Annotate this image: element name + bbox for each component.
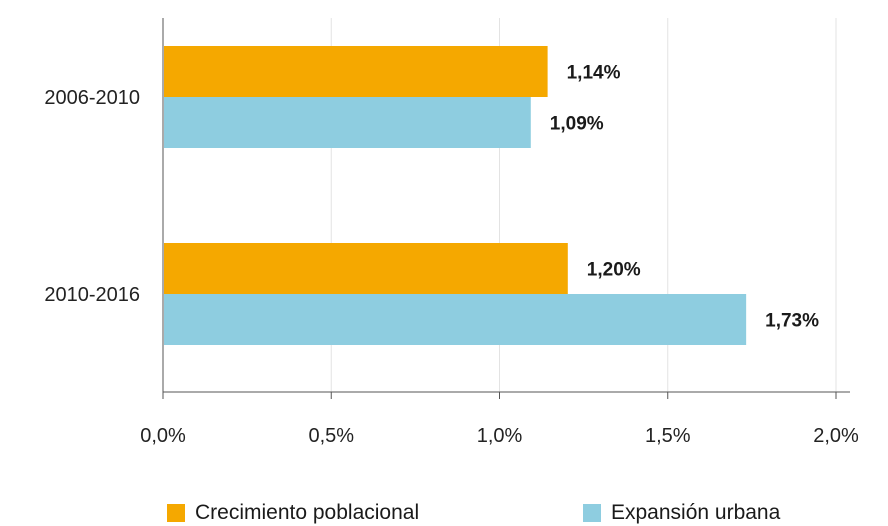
- x-tick-label: 0,0%: [140, 425, 186, 447]
- bar-crecimiento-2010-2016: [164, 243, 568, 294]
- legend-item-crecimiento-poblacional: Crecimiento poblacional: [167, 500, 419, 526]
- bar-expansion-2010-2016: [164, 294, 747, 345]
- axes: [162, 18, 850, 393]
- bars: [164, 46, 747, 345]
- bar-expansion-2006-2010: [164, 97, 531, 148]
- bar-chart: 0,0% 0,5% 1,0% 1,5% 2,0% 2006-20102010-2016 …: [44, 18, 859, 447]
- x-tick-label: 1,0%: [477, 425, 523, 447]
- legend-item-expansion-urbana: Expansión urbana: [583, 500, 780, 526]
- x-tick-label: 2,0%: [813, 425, 859, 447]
- data-label: 1,14%: [567, 63, 621, 84]
- category-label: 2006-2010: [44, 87, 140, 109]
- bar-crecimiento-2006-2010: [164, 46, 548, 97]
- data-labels: 1,14% 1,09% 1,20% 1,73%: [550, 63, 819, 332]
- category-labels: 2006-2010 2010-2016: [44, 87, 140, 306]
- x-tick-label: 1,5%: [645, 425, 691, 447]
- legend-label: Expansión urbana: [611, 501, 781, 524]
- category-label: 2010-2016: [44, 284, 140, 306]
- legend-swatch: [583, 504, 601, 522]
- data-label: 1,73%: [765, 311, 819, 332]
- x-tick-label: 0,5%: [308, 425, 354, 447]
- legend-swatch: [167, 504, 185, 522]
- data-label: 1,09%: [550, 114, 604, 135]
- data-label: 1,20%: [587, 260, 641, 281]
- legend-label: Crecimiento poblacional: [195, 501, 420, 524]
- x-tick-labels: 0,0% 0,5% 1,0% 1,5% 2,0%: [140, 425, 859, 447]
